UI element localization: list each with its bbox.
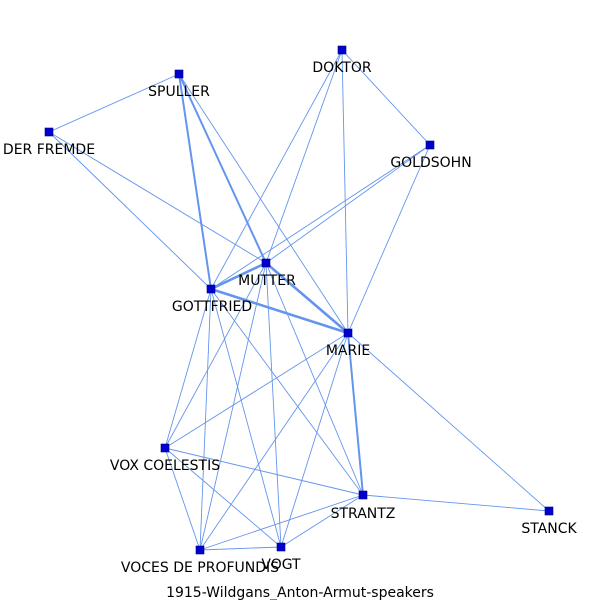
node-label-stanck: STANCK <box>521 521 577 537</box>
edge-spuller-gottfried <box>178 73 212 290</box>
edge-spuller-marie <box>178 73 349 334</box>
node-spuller[interactable] <box>174 69 184 79</box>
edge-gottfried-voces_de_profundis <box>199 288 212 551</box>
node-stanck[interactable] <box>544 506 554 516</box>
node-vox_coelestis[interactable] <box>160 443 170 453</box>
node-label-mutter: MUTTER <box>238 273 296 289</box>
node-der_fremde[interactable] <box>44 127 54 137</box>
node-label-der_fremde: DER FREMDE <box>3 142 95 158</box>
edge-mutter-vox_coelestis <box>164 262 267 449</box>
edge-goldsohn-gottfried <box>210 144 431 290</box>
edge-mutter-voces_de_profundis <box>199 262 267 551</box>
node-mutter[interactable] <box>261 258 271 268</box>
graph-caption: 1915-Wildgans_Anton-Armut-speakers <box>166 585 434 600</box>
edge-marie-strantz <box>347 332 364 496</box>
edge-doktor-goldsohn <box>341 49 431 146</box>
edge-gottfried-strantz <box>210 288 364 496</box>
edge-voces_de_profundis-vogt <box>199 546 282 551</box>
node-voces_de_profundis[interactable] <box>195 545 205 555</box>
node-label-vogt: VOGT <box>261 557 301 573</box>
nodes-layer <box>44 45 554 555</box>
node-doktor[interactable] <box>337 45 347 55</box>
edge-spuller-der_fremde <box>48 73 180 133</box>
node-gottfried[interactable] <box>206 284 216 294</box>
node-vogt[interactable] <box>276 542 286 552</box>
edge-mutter-strantz <box>265 262 364 496</box>
edge-goldsohn-marie <box>347 144 431 334</box>
edge-gottfried-vox_coelestis <box>164 288 212 449</box>
edge-mutter-gottfried <box>209 261 268 291</box>
edge-vox_coelestis-strantz <box>164 447 364 496</box>
edge-gottfried-marie <box>209 287 350 335</box>
edge-marie-stanck <box>347 332 550 512</box>
edge-spuller-mutter <box>178 73 267 264</box>
node-strantz[interactable] <box>358 490 368 500</box>
labels-layer: DOKTOR SPULLER DER FREMDE GOLDSOHN MUTTER GOT… <box>3 60 578 576</box>
edge-mutter-vogt <box>265 262 282 548</box>
edge-doktor-gottfried <box>210 49 343 290</box>
node-label-strantz: STRANTZ <box>331 506 396 522</box>
edge-marie-vox_coelestis <box>164 332 349 449</box>
node-label-doktor: DOKTOR <box>312 60 371 76</box>
edge-gottfried-vogt <box>210 288 282 548</box>
edge-doktor-marie <box>341 49 349 334</box>
node-marie[interactable] <box>343 328 353 338</box>
edge-strantz-voces_de_profundis <box>199 494 364 551</box>
edge-marie-vogt <box>280 332 349 548</box>
node-label-spuller: SPULLER <box>148 84 210 100</box>
node-label-vox_coelestis: VOX COELESTIS <box>110 458 220 474</box>
edge-mutter-marie <box>264 261 350 335</box>
edge-marie-voces_de_profundis <box>199 332 349 551</box>
node-goldsohn[interactable] <box>425 140 435 150</box>
node-label-goldsohn: GOLDSOHN <box>390 155 471 171</box>
node-label-voces_de_profundis: VOCES DE PROFUNDIS <box>121 560 279 576</box>
edges-layer <box>48 49 550 551</box>
edge-vox_coelestis-voces_de_profundis <box>164 447 201 551</box>
edge-goldsohn-mutter <box>265 144 431 264</box>
edge-der_fremde-mutter <box>48 131 267 264</box>
node-label-gottfried: GOTTFRIED <box>172 299 252 315</box>
edge-doktor-mutter <box>265 49 343 264</box>
edge-vox_coelestis-vogt <box>164 447 282 548</box>
edge-strantz-vogt <box>280 494 364 548</box>
edge-strantz-stanck <box>362 494 550 512</box>
node-label-marie: MARIE <box>326 343 370 359</box>
edge-der_fremde-gottfried <box>48 131 212 290</box>
